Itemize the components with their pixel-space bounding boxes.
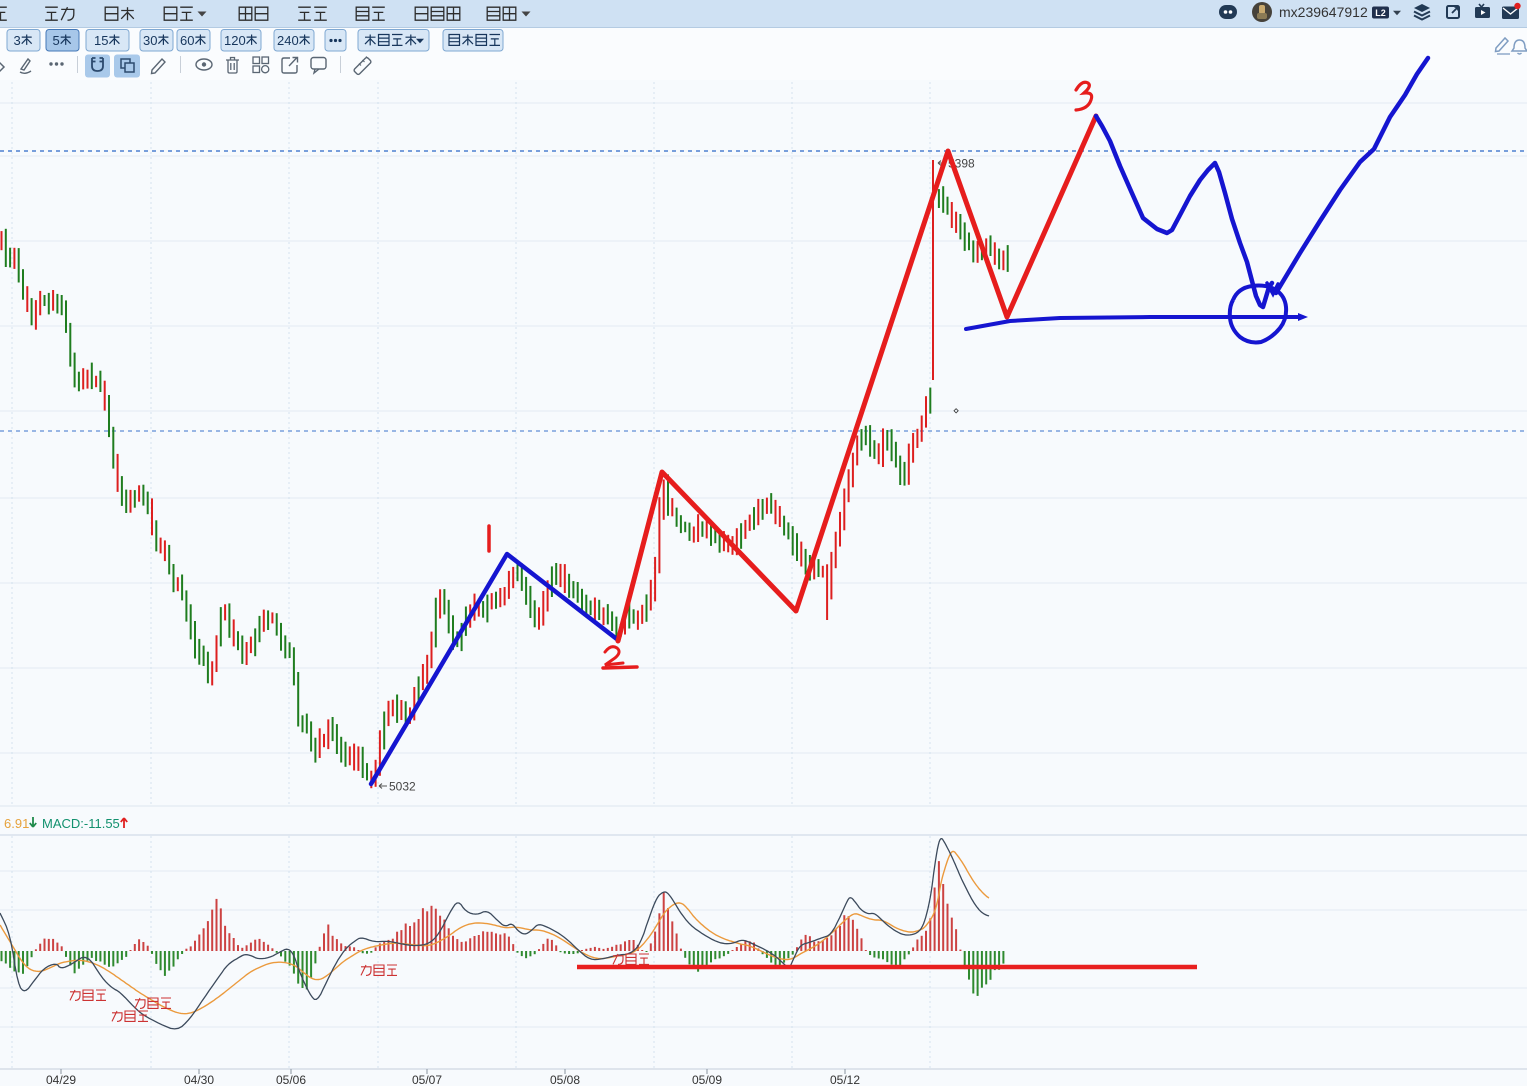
svg-text:15: 15 <box>94 33 108 48</box>
svg-text:5: 5 <box>53 33 60 48</box>
svg-text:05/06: 05/06 <box>276 1073 306 1086</box>
svg-text:04/30: 04/30 <box>184 1073 214 1086</box>
svg-text:30: 30 <box>143 33 157 48</box>
svg-text:05/08: 05/08 <box>550 1073 580 1086</box>
svg-text:MACD:-11.55: MACD:-11.55 <box>42 816 120 831</box>
svg-text:5032: 5032 <box>389 780 416 794</box>
svg-text:L2: L2 <box>1375 8 1386 18</box>
svg-text:05/07: 05/07 <box>412 1073 442 1086</box>
svg-text:04/29: 04/29 <box>46 1073 76 1086</box>
svg-text:60: 60 <box>180 33 194 48</box>
svg-text:05/09: 05/09 <box>692 1073 722 1086</box>
svg-text:6.91: 6.91 <box>4 816 29 831</box>
svg-text:3: 3 <box>14 33 21 48</box>
svg-text:120: 120 <box>224 33 246 48</box>
svg-text:240: 240 <box>277 33 299 48</box>
svg-text:mx239647912: mx239647912 <box>1279 4 1368 20</box>
svg-text:05/12: 05/12 <box>830 1073 860 1086</box>
